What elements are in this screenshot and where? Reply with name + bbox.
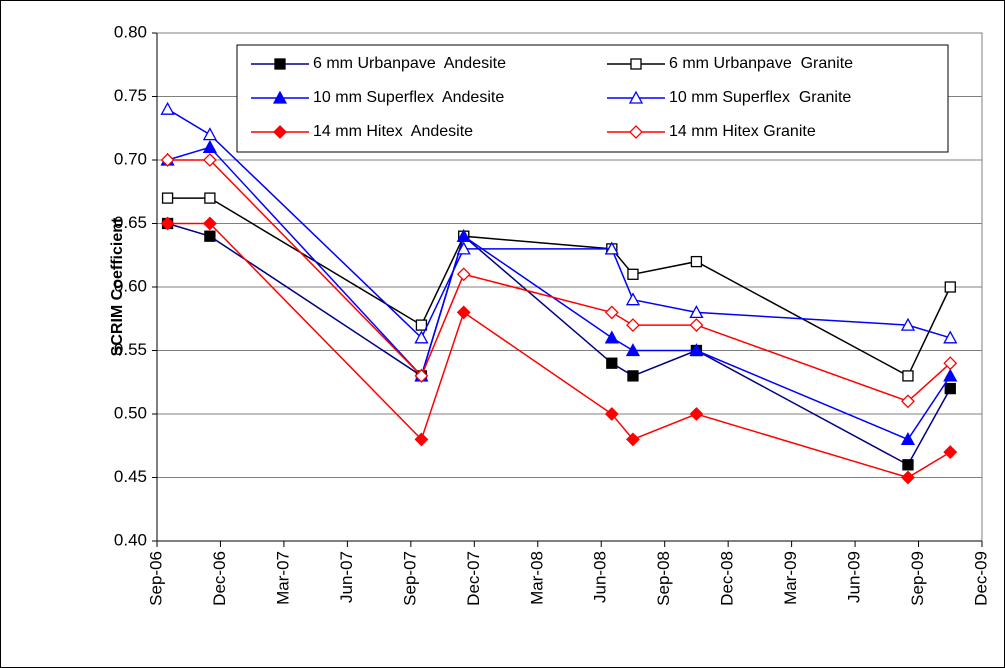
marker [604,305,619,320]
legend-label: 6 mm Urbanpave Granite [669,55,853,72]
marker [901,470,915,485]
marker [627,370,639,382]
legend-label: 14 mm Hitex Granite [669,123,816,140]
marker [944,382,956,395]
x-tick-label: Dec-06 [210,551,229,606]
x-tick-label: Dec-07 [464,551,483,606]
x-tick-label: Jun-07 [337,551,356,603]
marker [272,90,288,104]
marker [902,370,914,382]
marker [415,319,428,331]
marker [943,445,958,460]
marker [630,58,642,70]
y-tick-label: 0.80 [114,22,147,41]
y-tick-label: 0.70 [114,149,147,168]
y-tick-label: 0.45 [114,467,147,486]
marker [274,58,286,70]
y-axis-label: SCRIM Coefficient [109,217,126,356]
x-tick-label: Mar-08 [527,551,546,605]
y-tick-label: 0.75 [114,86,147,105]
marker [629,125,643,139]
marker [273,125,287,139]
marker [456,241,471,255]
marker [202,216,217,231]
x-tick-label: Jun-09 [845,551,864,603]
marker [456,267,471,282]
y-tick-label: 0.60 [114,276,147,295]
marker [943,368,958,382]
x-tick-label: Mar-09 [781,551,800,605]
marker [900,317,916,331]
x-tick-label: Sep-09 [908,551,927,606]
marker [626,432,640,447]
marker [604,407,619,421]
marker [204,192,216,204]
x-tick-label: Sep-06 [146,551,165,606]
legend: 6 mm Urbanpave Andesite 6 mm Urbanpave Gr… [236,44,949,153]
y-tick-label: 0.40 [114,530,147,549]
x-tick-label: Mar-07 [273,551,292,605]
marker [901,394,915,409]
marker [161,192,174,204]
marker [606,357,618,369]
legend-label: 6 mm Urbanpave Andesite [313,55,506,72]
marker [160,101,175,115]
marker [625,292,641,306]
marker [204,230,216,242]
marker [690,255,703,268]
marker [456,305,471,320]
marker [625,343,641,357]
marker [689,318,704,333]
marker [900,432,916,446]
x-tick-label: Jun-08 [591,551,610,603]
marker [627,268,639,280]
marker [414,432,429,447]
marker [456,228,471,242]
legend-label: 10 mm Superflex Granite [669,89,851,106]
marker [414,368,429,383]
y-tick-label: 0.55 [114,340,147,359]
marker [414,330,429,344]
marker [943,330,958,344]
legend-box [236,44,949,153]
marker [604,241,619,255]
marker [202,139,217,153]
marker [902,459,914,471]
marker [160,216,175,231]
marker [689,343,704,357]
x-tick-label: Sep-08 [654,551,673,606]
marker [689,407,704,421]
x-tick-label: Dec-09 [971,551,990,606]
marker [626,318,640,333]
x-tick-label: Sep-07 [400,551,419,606]
marker [628,90,644,104]
marker [689,305,704,319]
marker [944,281,956,293]
y-tick-label: 0.50 [114,403,147,422]
marker [160,153,175,167]
marker [202,153,217,167]
marker [943,356,958,371]
y-tick-label: 0.65 [114,213,147,232]
marker [202,127,217,141]
legend-label: 10 mm Superflex Andesite [313,89,504,106]
legend-label: 14 mm Hitex Andesite [313,123,473,140]
marker [604,330,619,344]
x-tick-label: Dec-08 [718,551,737,606]
